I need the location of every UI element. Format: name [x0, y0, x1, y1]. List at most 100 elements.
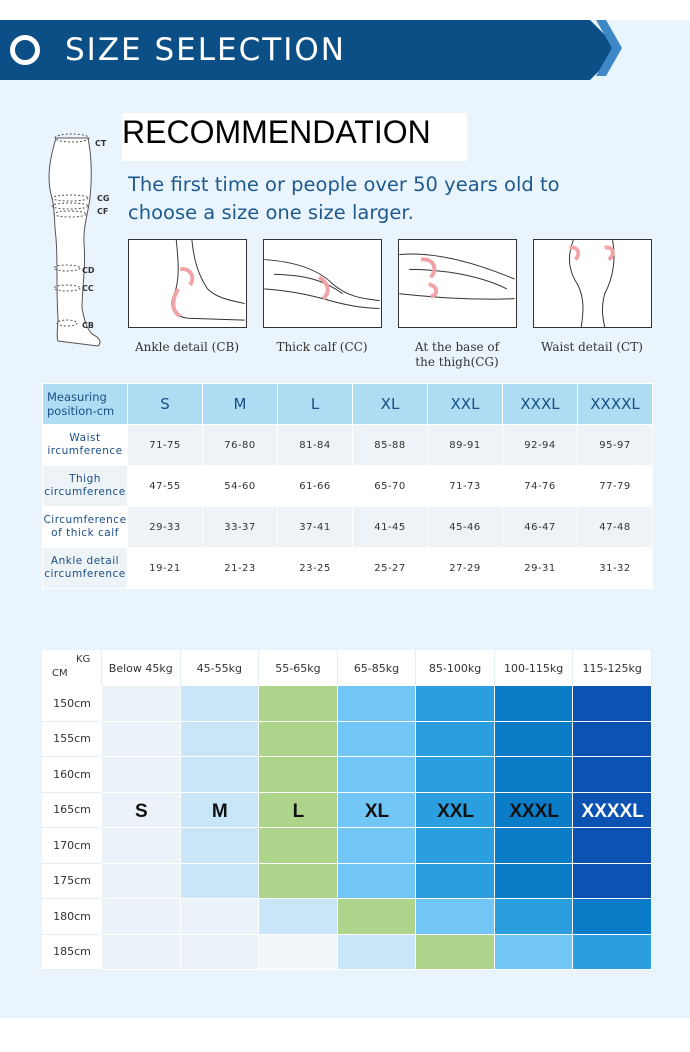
- size-cell: [494, 828, 574, 864]
- measurement-value: 27-29: [427, 547, 503, 589]
- measurement-value: 77-79: [577, 465, 653, 507]
- size-header-s: S: [127, 383, 203, 425]
- size-label: M: [211, 800, 228, 822]
- recommendation-line-2: choose a size one size larger.: [128, 201, 414, 224]
- weight-header: 115-125kg: [573, 650, 652, 686]
- label-cd: CD: [82, 266, 95, 275]
- size-header-xl: XL: [352, 383, 428, 425]
- measurement-value: 23-25: [277, 547, 353, 589]
- size-cell: [416, 757, 495, 793]
- size-cell: [102, 828, 181, 864]
- size-cell: [573, 792, 652, 828]
- measurement-value: 89-91: [427, 424, 503, 466]
- measurement-value: 33-37: [202, 506, 278, 548]
- ankle-illustration-icon: [171, 240, 245, 321]
- size-cell: [259, 757, 338, 793]
- size-cell: [494, 934, 574, 970]
- measurement-value: 25-27: [352, 547, 428, 589]
- recommendation-box: [122, 113, 467, 161]
- thigh-base-image: [398, 239, 517, 328]
- height-label: 185cm: [42, 934, 102, 970]
- size-cell: [102, 757, 181, 793]
- measurement-name: Ankle detail circumference: [42, 547, 128, 589]
- size-header-xxxl: XXXL: [502, 383, 578, 425]
- size-cell: [494, 721, 574, 757]
- height-label: 170cm: [42, 828, 102, 864]
- measurement-value: 61-66: [277, 465, 353, 507]
- label-cf: CF: [97, 207, 109, 216]
- size-cell: [573, 934, 652, 970]
- weight-header: 45-55kg: [180, 650, 260, 686]
- size-cell: [102, 686, 181, 722]
- measurement-value: 41-45: [352, 506, 428, 548]
- measurement-value: 29-33: [127, 506, 203, 548]
- size-cell: [102, 792, 181, 828]
- size-cell: [337, 934, 417, 970]
- measurement-name-line-2: ircumference: [47, 445, 123, 457]
- waist-detail-image: [533, 239, 652, 328]
- size-table-header-row: Measuring position-cm S M L XL XXL XXXL …: [42, 383, 653, 425]
- label-ct: CT: [95, 139, 107, 148]
- thigh-illustration-icon: [399, 253, 515, 300]
- size-cell: [494, 863, 574, 899]
- size-cell: [573, 828, 652, 864]
- label-cb: CB: [82, 321, 94, 330]
- size-cell: [102, 721, 181, 757]
- measurement-value: 71-75: [127, 424, 203, 466]
- size-cell: [259, 828, 338, 864]
- size-cell: [180, 721, 260, 757]
- measurement-name-line-2: circumference: [44, 486, 126, 498]
- measurement-value: 19-21: [127, 547, 203, 589]
- waist-detail-label: Waist detail (CT): [541, 340, 643, 354]
- size-cell: [337, 863, 417, 899]
- measurement-value: 95-97: [577, 424, 653, 466]
- leg-diagram: CT CG CF CD CC CB: [40, 128, 115, 353]
- size-cell: [494, 757, 574, 793]
- size-cell: [259, 899, 338, 935]
- measurement-value: 74-76: [502, 465, 578, 507]
- leg-outline-icon: [48, 133, 101, 347]
- measurement-name-line-1: Waist: [69, 432, 101, 444]
- size-cell: [416, 828, 495, 864]
- size-label: XXL: [437, 800, 475, 822]
- size-cell: [337, 757, 417, 793]
- size-table-row: Circumference of thick calf 29-33 33-37 37-4…: [42, 506, 653, 548]
- label-cc: CC: [82, 284, 94, 293]
- size-table-row: Ankle detail circumference 19-21 21-23 23-25…: [42, 547, 653, 589]
- measurement-name-line-1: Circumference: [43, 514, 127, 526]
- measurement-value: 21-23: [202, 547, 278, 589]
- size-cell: [259, 721, 338, 757]
- ankle-detail-image: [128, 239, 247, 328]
- recommendation-text: The first time or people over 50 years o…: [128, 171, 648, 227]
- weight-header: 55-65kg: [259, 650, 338, 686]
- banner-shape: [0, 20, 622, 80]
- size-cell: [416, 899, 495, 935]
- thigh-base-label: At the base of the thigh(CG): [387, 340, 527, 370]
- size-cell: [180, 863, 260, 899]
- size-cell: [180, 792, 260, 828]
- size-cell: [337, 899, 417, 935]
- height-label: 150cm: [42, 686, 102, 722]
- size-cell: [259, 863, 338, 899]
- weight-header: 85-100kg: [416, 650, 495, 686]
- size-cell: [416, 863, 495, 899]
- size-cell: [494, 686, 574, 722]
- label-cg: CG: [97, 194, 110, 203]
- size-cell: [573, 863, 652, 899]
- header-line-1: Measuring: [47, 390, 107, 404]
- size-table: Measuring position-cm S M L XL XXL XXXL …: [42, 383, 653, 589]
- size-label: XL: [364, 800, 390, 822]
- size-cell: [259, 792, 338, 828]
- height-label: 180cm: [42, 899, 102, 935]
- size-cell: [102, 934, 181, 970]
- weight-header: 65-85kg: [337, 650, 417, 686]
- measurement-name-line-1: Ankle detail: [50, 555, 120, 567]
- size-cell: [102, 863, 181, 899]
- measurement-value: 37-41: [277, 506, 353, 548]
- thigh-base-label-line-2: the thigh(CG): [415, 355, 499, 369]
- size-cell: [337, 721, 417, 757]
- measurement-value: 71-73: [427, 465, 503, 507]
- measurement-value: 76-80: [202, 424, 278, 466]
- measurement-name-line-1: Thigh: [69, 473, 101, 485]
- corner-kg: KG: [76, 654, 91, 665]
